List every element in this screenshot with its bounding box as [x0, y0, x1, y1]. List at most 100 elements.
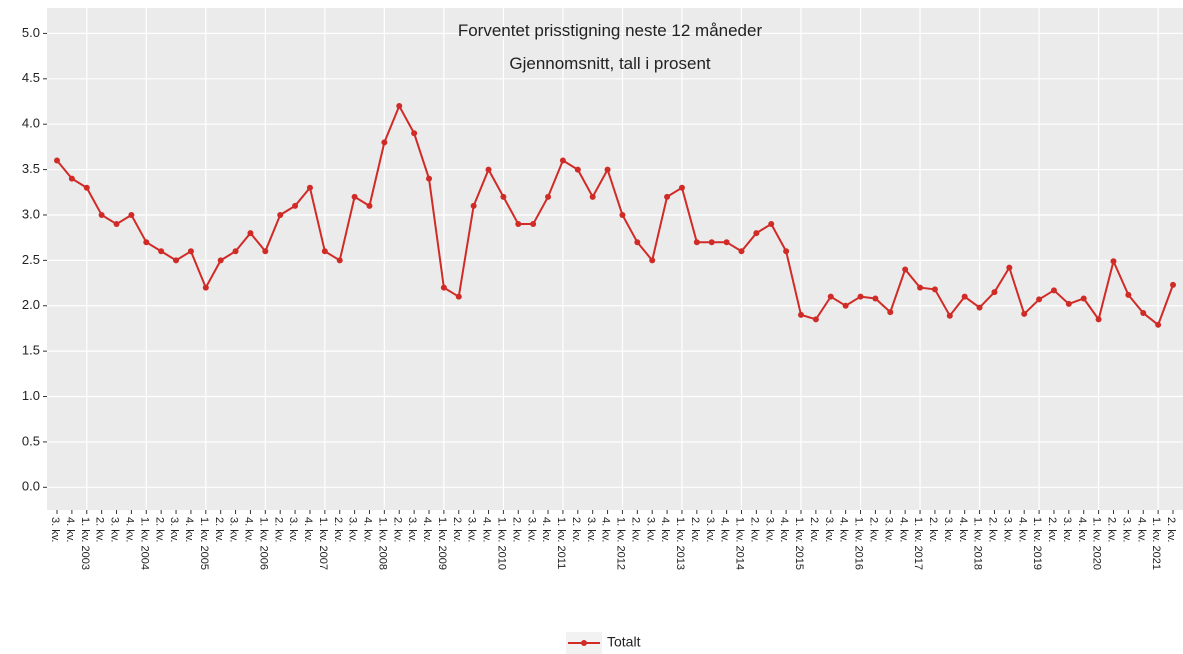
point: [321, 248, 328, 255]
point: [247, 230, 254, 237]
x-tick-label: 2. kv.: [927, 517, 939, 542]
x-tick-label: 1. kv. 2009: [436, 517, 448, 570]
point: [232, 248, 239, 255]
x-tick-label: 1. kv. 2013: [674, 517, 686, 570]
y-tick-label: 4.0: [22, 116, 40, 131]
x-tick-label: 2. kv.: [689, 517, 701, 542]
x-tick-label: 3. kv.: [882, 517, 894, 542]
x-tick-label: 4. kv.: [778, 517, 790, 542]
y-tick-label: 0.0: [22, 479, 40, 494]
x-tick-label: 3. kv.: [466, 517, 478, 542]
x-tick-label: 2. kv.: [451, 517, 463, 542]
point: [946, 312, 953, 319]
x-tick-label: 3. kv.: [168, 517, 180, 542]
x-tick-label: 3. kv.: [1120, 517, 1132, 542]
x-tick-label: 3. kv.: [49, 517, 61, 542]
x-tick-label: 4. kv.: [897, 517, 909, 542]
x-tick-label: 4. kv.: [123, 517, 135, 542]
x-tick-label: 3. kv.: [704, 517, 716, 542]
point: [768, 221, 775, 228]
x-tick-label: 3. kv.: [406, 517, 418, 542]
x-tick-label: 1. kv. 2012: [615, 517, 627, 570]
x-tick-label: 4. kv.: [1135, 517, 1147, 542]
x-tick-label: 2. kv.: [391, 517, 403, 542]
point: [351, 193, 358, 200]
point: [842, 302, 849, 309]
x-tick-label: 1. kv. 2016: [853, 517, 865, 570]
x-tick-label: 1. kv. 2003: [79, 517, 91, 570]
x-tick-label: 1. kv. 2021: [1150, 517, 1162, 570]
y-tick-label: 4.5: [22, 70, 40, 85]
y-tick-label: 1.0: [22, 388, 40, 403]
point: [917, 284, 924, 291]
x-tick-label: 3. kv.: [644, 517, 656, 542]
point: [158, 248, 165, 255]
x-tick-label: 3. kv.: [109, 517, 121, 542]
x-tick-label: 1. kv. 2006: [257, 517, 269, 570]
point: [1065, 300, 1072, 307]
x-tick-label: 4. kv.: [183, 517, 195, 542]
x-tick-label: 3. kv.: [228, 517, 240, 542]
point: [411, 130, 418, 137]
point: [976, 304, 983, 311]
point: [931, 286, 938, 293]
x-tick-label: 1. kv. 2004: [138, 517, 150, 570]
point: [202, 284, 209, 291]
point: [485, 166, 492, 173]
point: [530, 221, 537, 228]
x-tick-label: 1. kv. 2017: [912, 517, 924, 570]
point: [559, 157, 566, 164]
x-tick-label: 1. kv. 2014: [734, 517, 746, 570]
point: [872, 295, 879, 302]
point: [857, 293, 864, 300]
x-tick-label: 2. kv.: [748, 517, 760, 542]
point: [902, 266, 909, 273]
y-tick-label: 2.5: [22, 252, 40, 267]
point: [68, 175, 75, 182]
series: [54, 103, 1176, 328]
y-tick-label: 0.5: [22, 433, 40, 448]
point: [187, 248, 194, 255]
x-tick-label: 1. kv. 2015: [793, 517, 805, 570]
point: [455, 293, 462, 300]
x-tick-label: 2. kv.: [94, 517, 106, 542]
y-tick-label: 3.0: [22, 206, 40, 221]
point: [217, 257, 224, 264]
x-tick-label: 4. kv.: [302, 517, 314, 542]
y-tick-label: 5.0: [22, 25, 40, 40]
point: [693, 239, 700, 246]
x-tick-label: 3. kv.: [823, 517, 835, 542]
x-tick-label: 2. kv.: [510, 517, 522, 542]
point: [812, 316, 819, 323]
x-tick-label: 2. kv.: [570, 517, 582, 542]
x-tick-label: 4. kv.: [957, 517, 969, 542]
point: [1036, 296, 1043, 303]
point: [708, 239, 715, 246]
x-tick-label: 4. kv.: [1076, 517, 1088, 542]
x-tick-label: 2. kv.: [867, 517, 879, 542]
point: [128, 211, 135, 218]
point: [723, 239, 730, 246]
legend-point: [581, 640, 587, 646]
y-tick-label: 2.0: [22, 297, 40, 312]
x-tick-label: 3. kv.: [585, 517, 597, 542]
point: [1155, 321, 1162, 328]
x-tick-label: 1. kv. 2008: [376, 517, 388, 570]
chart-subtitle: Gjennomsnitt, tall i prosent: [509, 54, 711, 73]
x-tick-label: 4. kv.: [362, 517, 374, 542]
x-tick-label: 2. kv.: [1046, 517, 1058, 542]
x-tick-label: 1. kv. 2007: [317, 517, 329, 570]
x-tick-label: 2. kv.: [1106, 517, 1118, 542]
x-tick-label: 3. kv.: [1061, 517, 1073, 542]
point: [887, 309, 894, 316]
point: [426, 175, 432, 182]
point: [440, 284, 447, 291]
x-tick-label: 2. kv.: [332, 517, 344, 542]
point: [113, 221, 120, 228]
point: [634, 239, 641, 246]
x-tick-label: 3. kv.: [287, 517, 299, 542]
point: [589, 193, 596, 200]
point: [783, 248, 790, 255]
panel: [47, 8, 1183, 510]
